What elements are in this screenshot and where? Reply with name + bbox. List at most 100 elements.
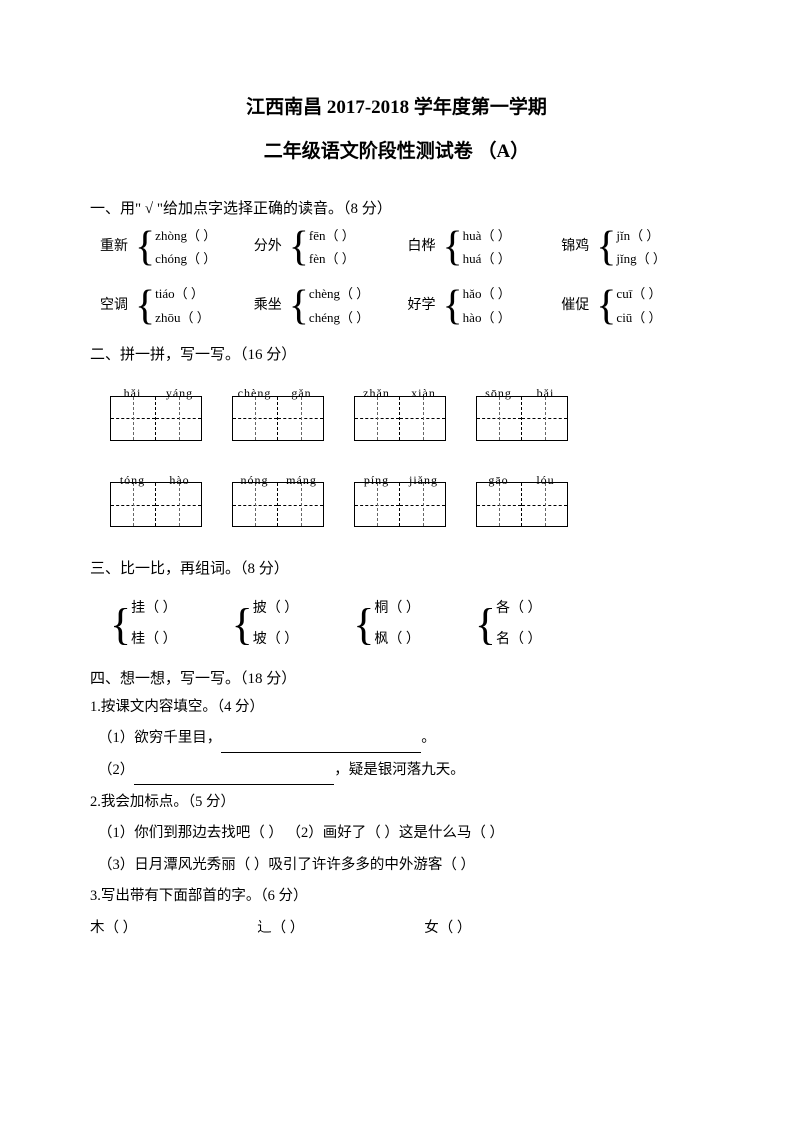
question-2: 二、拼一拼，写一写。（16 分） hǎiyáng chènggǎn zhǎnxiàn…	[90, 341, 703, 527]
brace-icon: {	[475, 603, 496, 647]
pinyin-grid: píngjiǎng	[354, 469, 446, 528]
pinyin-option[interactable]: chèng（ ）	[309, 282, 369, 305]
pinyin-label: hǎi	[110, 382, 155, 405]
pinyin-label: nóng	[232, 469, 277, 492]
compare-group: {披（ ）坡（ ）	[232, 594, 299, 656]
brace-icon: {	[135, 285, 155, 327]
pinyin-choice-group: 好学{hǎo（ ）hào（ ）	[408, 282, 550, 329]
pinyin-option[interactable]: jǐng（ ）	[616, 247, 665, 270]
pinyin-choice-group: 空调{tiáo（ ）zhōu（ ）	[100, 282, 242, 329]
pinyin-option[interactable]: tiáo（ ）	[155, 282, 210, 305]
compare-option[interactable]: 桂（ ）	[131, 625, 177, 656]
compare-group: {桐（ ）枫（ ）	[353, 594, 420, 656]
pinyin-choice-group: 催促{cuī（ ）ciū（ ）	[561, 282, 703, 329]
pinyin-grid: sōngbǎi	[476, 382, 568, 441]
q4-sub1-2a: （2）	[98, 762, 134, 778]
word-label: 白桦	[408, 234, 443, 261]
q2-heading: 二、拼一拼，写一写。（16 分）	[90, 341, 703, 370]
pinyin-choice-group: 分外{fēn（ ）fèn（ ）	[254, 224, 396, 271]
pinyin-label: gāo	[476, 469, 521, 492]
brace-icon: {	[289, 226, 309, 268]
pinyin-option[interactable]: zhōu（ ）	[155, 306, 210, 329]
radical-item: 女（ ）	[424, 915, 471, 943]
word-label: 催促	[561, 293, 596, 320]
pinyin-label: sōng	[476, 382, 521, 405]
question-3: 三、比一比，再组词。（8 分） {挂（ ）桂（ ）{披（ ）坡（ ）{桐（ ）枫…	[90, 555, 703, 655]
brace-icon: {	[596, 226, 616, 268]
word-label: 锦鸡	[561, 234, 596, 261]
pinyin-option[interactable]: chóng（ ）	[155, 247, 216, 270]
brace-icon: {	[443, 285, 463, 327]
pinyin-grid: zhǎnxiàn	[354, 382, 446, 441]
pinyin-label: bǎi	[523, 382, 568, 405]
pinyin-option[interactable]: hǎo（ ）	[463, 282, 511, 305]
pinyin-grid: nóngmáng	[232, 469, 324, 528]
compare-option[interactable]: 披（ ）	[253, 594, 299, 625]
pinyin-option[interactable]: fèn（ ）	[309, 247, 355, 270]
pinyin-option[interactable]: hào（ ）	[463, 306, 511, 329]
question-4: 四、想一想，写一写。（18 分） 1.按课文内容填空。（4 分） （1）欲穷千里…	[90, 665, 703, 942]
pinyin-label: chèng	[232, 382, 277, 405]
compare-option[interactable]: 枫（ ）	[374, 625, 420, 656]
brace-icon: {	[289, 285, 309, 327]
pinyin-grid: tónghào	[110, 469, 202, 528]
pinyin-option[interactable]: ciū（ ）	[616, 306, 661, 329]
q4-sub3-row: 木（ ） 辶（ ） 女（ ）	[90, 915, 703, 943]
compare-option[interactable]: 挂（ ）	[131, 594, 177, 625]
q1-heading: 一、用" √ "给加点字选择正确的读音。（8 分）	[90, 195, 703, 224]
page-title-1: 江西南昌 2017-2018 学年度第一学期	[90, 90, 703, 126]
pinyin-label: máng	[279, 469, 324, 492]
pinyin-label: xiàn	[401, 382, 446, 405]
pinyin-option[interactable]: jǐn（ ）	[616, 224, 665, 247]
pinyin-option[interactable]: fēn（ ）	[309, 224, 355, 247]
pinyin-grid: hǎiyáng	[110, 382, 202, 441]
fill-blank[interactable]	[221, 737, 421, 753]
brace-icon: {	[353, 603, 374, 647]
brace-icon: {	[135, 226, 155, 268]
q4-sub3-heading: 3.写出带有下面部首的字。（6 分）	[90, 883, 703, 911]
q4-sub2-line1: （1）你们到那边去找吧（ ） （2）画好了（ ）这是什么马（ ）	[98, 820, 703, 848]
pinyin-label: hào	[157, 469, 202, 492]
pinyin-label: zhǎn	[354, 382, 399, 405]
q4-sub1-heading: 1.按课文内容填空。（4 分）	[90, 694, 703, 722]
compare-group: {挂（ ）桂（ ）	[110, 594, 177, 656]
brace-icon: {	[443, 226, 463, 268]
q4-sub1-1a: （1）欲穷千里目，	[98, 730, 221, 746]
compare-option[interactable]: 桐（ ）	[374, 594, 420, 625]
q4-sub1-1b: 。	[421, 730, 436, 746]
pinyin-label: jiǎng	[401, 469, 446, 492]
word-label: 好学	[408, 293, 443, 320]
pinyin-option[interactable]: cuī（ ）	[616, 282, 661, 305]
pinyin-label: tóng	[110, 469, 155, 492]
q4-sub2-line2: （3）日月潭风光秀丽（ ）吸引了许许多多的中外游客（ ）	[98, 852, 703, 880]
pinyin-option[interactable]: chéng（ ）	[309, 306, 369, 329]
q4-sub1-2b: ，疑是银河落九天。	[334, 762, 465, 778]
brace-icon: {	[596, 285, 616, 327]
pinyin-choice-group: 锦鸡{jǐn（ ）jǐng（ ）	[561, 224, 703, 271]
radical-item: 辶（ ）	[257, 915, 304, 943]
word-label: 空调	[100, 293, 135, 320]
page-title-2: 二年级语文阶段性测试卷 （A）	[90, 134, 703, 170]
pinyin-option[interactable]: zhòng（ ）	[155, 224, 216, 247]
word-label: 乘坐	[254, 293, 289, 320]
pinyin-label: lóu	[523, 469, 568, 492]
compare-option[interactable]: 各（ ）	[496, 594, 542, 625]
word-label: 分外	[254, 234, 289, 261]
pinyin-choice-group: 乘坐{chèng（ ）chéng（ ）	[254, 282, 396, 329]
compare-option[interactable]: 坡（ ）	[253, 625, 299, 656]
pinyin-label: gǎn	[279, 382, 324, 405]
pinyin-choice-group: 白桦{huà（ ）huá（ ）	[408, 224, 550, 271]
pinyin-grid: gāolóu	[476, 469, 568, 528]
radical-item: 木（ ）	[90, 915, 137, 943]
pinyin-grid: chènggǎn	[232, 382, 324, 441]
q4-sub1-line1: （1）欲穷千里目， 。	[98, 725, 703, 753]
pinyin-option[interactable]: huà（ ）	[463, 224, 511, 247]
q4-sub1-line2: （2） ，疑是银河落九天。	[98, 757, 703, 785]
compare-option[interactable]: 名（ ）	[496, 625, 542, 656]
brace-icon: {	[110, 603, 131, 647]
q4-sub2-heading: 2.我会加标点。（5 分）	[90, 789, 703, 817]
pinyin-choice-group: 重新{zhòng（ ）chóng（ ）	[100, 224, 242, 271]
pinyin-option[interactable]: huá（ ）	[463, 247, 511, 270]
fill-blank[interactable]	[134, 769, 334, 785]
q3-heading: 三、比一比，再组词。（8 分）	[90, 555, 703, 584]
